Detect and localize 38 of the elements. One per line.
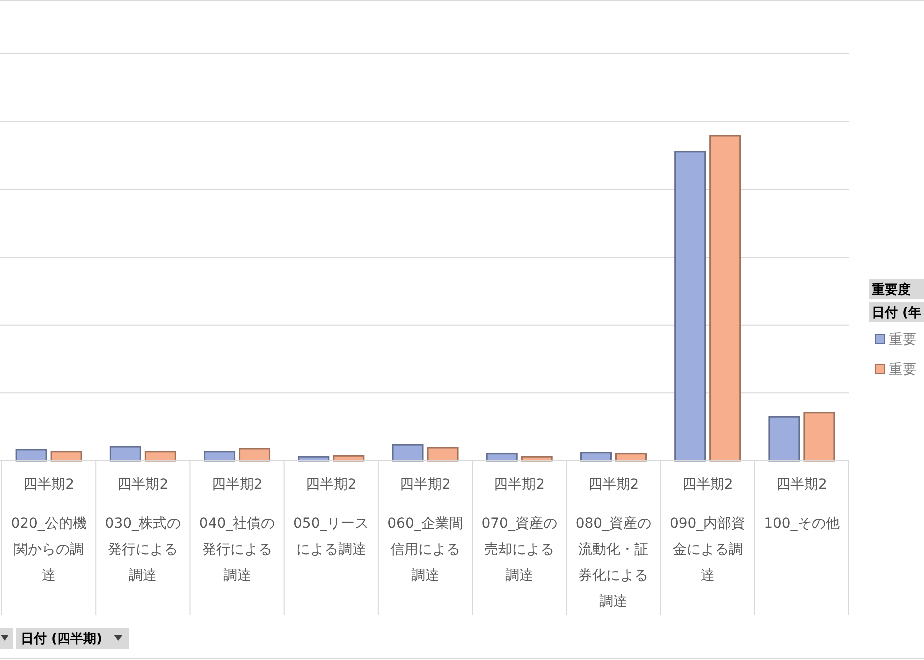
text: 日付 (四半期)	[21, 632, 102, 647]
text: 四半期2	[118, 477, 169, 493]
x-tick-label: 080_資産の流動化・証券化による調達	[576, 516, 652, 610]
x-tick-label: 040_社債の発行による調達	[199, 516, 276, 584]
bar	[16, 449, 48, 462]
x-tick-label: 030_株式の発行による調達	[105, 516, 182, 584]
x-tick-label: 070_資産の売却による調達	[482, 516, 558, 584]
bar	[239, 448, 271, 462]
x-tick-label: 050_リースによる調達	[294, 516, 370, 558]
bar	[427, 447, 459, 462]
bar	[710, 135, 742, 462]
bar	[392, 444, 424, 462]
bar	[204, 451, 236, 462]
text: 四半期2	[24, 477, 75, 493]
legend-label: 重要	[889, 362, 917, 378]
bar	[804, 412, 836, 462]
legend-title: 重要度	[871, 282, 911, 298]
text: 四半期2	[400, 477, 451, 493]
bar	[615, 453, 647, 462]
x-tick-label: 100_その他	[764, 516, 840, 532]
text: 四半期2	[776, 477, 828, 493]
bar	[768, 416, 800, 462]
text: 日付 (年	[872, 306, 922, 321]
text: 四半期2	[494, 477, 546, 493]
bar	[50, 451, 82, 462]
legend-label: 重要	[889, 332, 917, 348]
x-tick-label: 020_公的機関からの調達	[11, 516, 87, 584]
bar	[144, 451, 176, 462]
bar	[110, 446, 142, 462]
text: 四半期2	[588, 477, 640, 493]
text: 四半期2	[306, 477, 357, 493]
bar	[486, 453, 518, 462]
bar	[580, 452, 612, 462]
bar	[674, 151, 706, 462]
text: 四半期2	[682, 477, 734, 493]
x-tick-label: 060_企業間信用による調達	[388, 516, 464, 584]
text: 四半期2	[212, 477, 263, 493]
x-tick-label: 090_内部資金による調達	[670, 516, 746, 584]
